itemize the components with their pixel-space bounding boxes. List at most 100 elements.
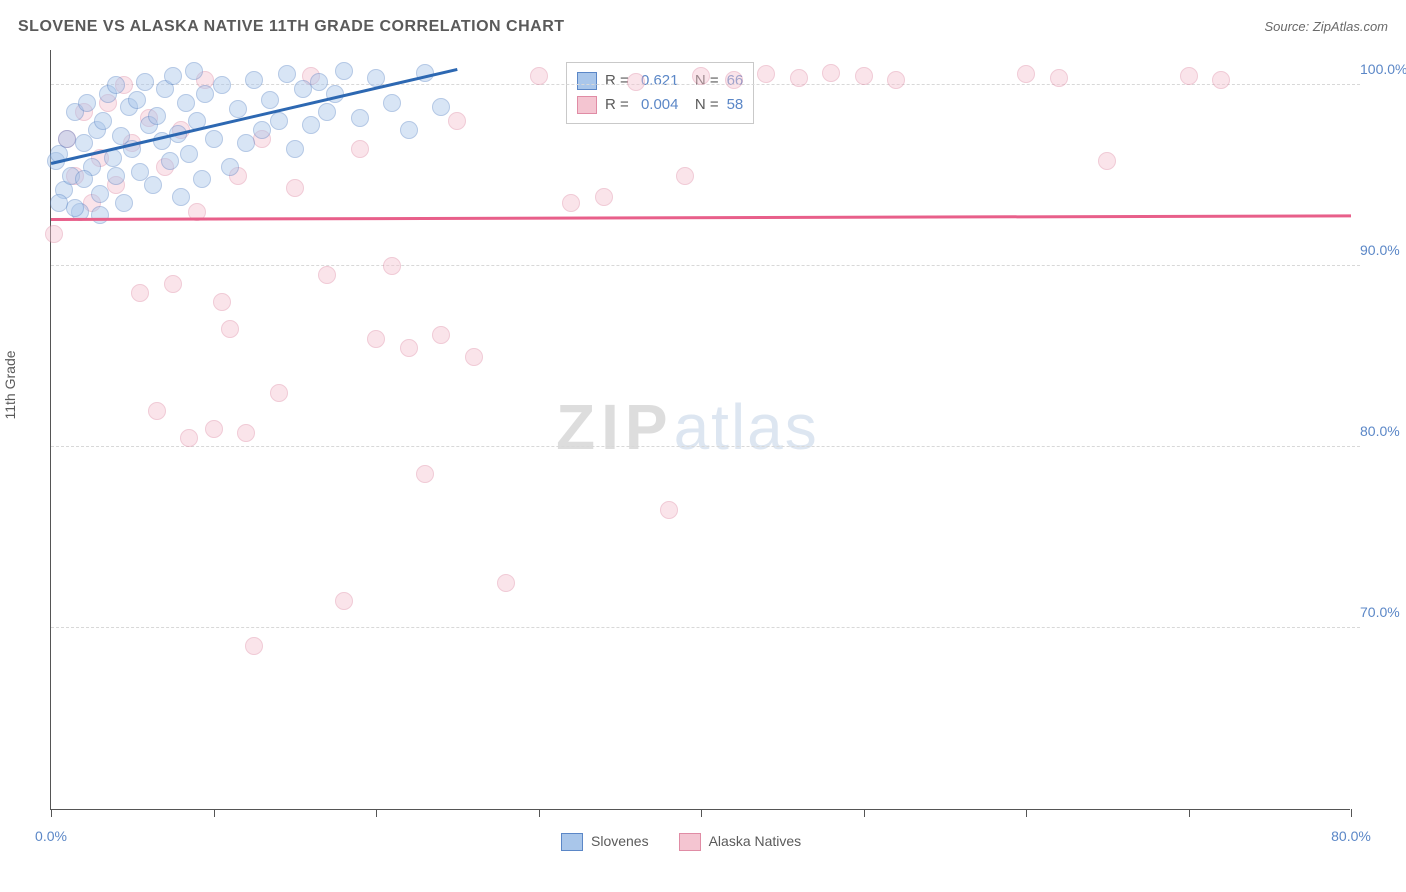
scatter-point-alaska bbox=[676, 167, 694, 185]
series-legend: Slovenes Alaska Natives bbox=[561, 833, 801, 851]
scatter-point-alaska bbox=[448, 112, 466, 130]
legend-label-slovenes: Slovenes bbox=[591, 833, 649, 849]
scatter-point-slovenes bbox=[261, 91, 279, 109]
scatter-point-slovenes bbox=[161, 152, 179, 170]
x-tick bbox=[1189, 809, 1190, 817]
stats-row: R = 0.621 N = 66 bbox=[577, 69, 743, 93]
scatter-point-alaska bbox=[1098, 152, 1116, 170]
scatter-point-alaska bbox=[497, 574, 515, 592]
scatter-point-alaska bbox=[335, 592, 353, 610]
legend-item: Alaska Natives bbox=[679, 833, 802, 851]
scatter-point-alaska bbox=[351, 140, 369, 158]
legend-swatch-alaska bbox=[679, 833, 701, 851]
scatter-point-slovenes bbox=[278, 65, 296, 83]
x-tick bbox=[701, 809, 702, 817]
source-attribution: Source: ZipAtlas.com bbox=[1264, 19, 1388, 34]
scatter-point-slovenes bbox=[50, 194, 68, 212]
scatter-point-alaska bbox=[367, 330, 385, 348]
scatter-point-slovenes bbox=[318, 103, 336, 121]
legend-label-alaska: Alaska Natives bbox=[709, 833, 802, 849]
scatter-point-slovenes bbox=[148, 107, 166, 125]
r-value-alaska: 0.004 bbox=[641, 93, 679, 117]
scatter-point-alaska bbox=[1212, 71, 1230, 89]
scatter-point-alaska bbox=[45, 225, 63, 243]
scatter-point-alaska bbox=[383, 257, 401, 275]
scatter-point-slovenes bbox=[172, 188, 190, 206]
scatter-point-alaska bbox=[131, 284, 149, 302]
scatter-point-slovenes bbox=[193, 170, 211, 188]
scatter-point-alaska bbox=[286, 179, 304, 197]
correlation-stats-box: R = 0.621 N = 66 R = 0.004 N = 58 bbox=[566, 62, 754, 124]
scatter-point-slovenes bbox=[185, 62, 203, 80]
scatter-point-slovenes bbox=[237, 134, 255, 152]
x-tick-label: 80.0% bbox=[1331, 828, 1371, 844]
scatter-point-alaska bbox=[530, 67, 548, 85]
scatter-point-slovenes bbox=[75, 170, 93, 188]
stat-label: R = bbox=[605, 93, 633, 117]
scatter-point-slovenes bbox=[91, 185, 109, 203]
scatter-point-slovenes bbox=[115, 194, 133, 212]
x-tick bbox=[539, 809, 540, 817]
scatter-point-slovenes bbox=[94, 112, 112, 130]
watermark-part2: atlas bbox=[674, 391, 819, 463]
scatter-point-slovenes bbox=[78, 94, 96, 112]
y-tick-label: 70.0% bbox=[1360, 604, 1406, 620]
scatter-point-slovenes bbox=[177, 94, 195, 112]
scatter-point-alaska bbox=[822, 64, 840, 82]
scatter-point-slovenes bbox=[351, 109, 369, 127]
scatter-point-slovenes bbox=[58, 130, 76, 148]
watermark-part1: ZIP bbox=[556, 391, 674, 463]
y-tick-label: 100.0% bbox=[1360, 61, 1406, 77]
x-tick-label: 0.0% bbox=[35, 828, 67, 844]
scatter-point-slovenes bbox=[335, 62, 353, 80]
scatter-point-slovenes bbox=[253, 121, 271, 139]
scatter-point-slovenes bbox=[245, 71, 263, 89]
scatter-point-alaska bbox=[432, 326, 450, 344]
x-tick bbox=[1351, 809, 1352, 817]
scatter-point-slovenes bbox=[144, 176, 162, 194]
r-value-slovenes: 0.621 bbox=[641, 69, 679, 93]
trend-line-alaska bbox=[51, 215, 1351, 221]
scatter-point-alaska bbox=[1050, 69, 1068, 87]
scatter-point-alaska bbox=[855, 67, 873, 85]
legend-swatch-slovenes bbox=[561, 833, 583, 851]
scatter-point-alaska bbox=[595, 188, 613, 206]
scatter-point-alaska bbox=[1180, 67, 1198, 85]
scatter-point-alaska bbox=[692, 67, 710, 85]
scatter-point-slovenes bbox=[180, 145, 198, 163]
scatter-point-slovenes bbox=[229, 100, 247, 118]
scatter-point-slovenes bbox=[107, 76, 125, 94]
scatter-point-alaska bbox=[221, 320, 239, 338]
scatter-point-slovenes bbox=[196, 85, 214, 103]
scatter-point-slovenes bbox=[400, 121, 418, 139]
grid-line bbox=[51, 627, 1360, 628]
x-tick bbox=[51, 809, 52, 817]
y-tick-label: 90.0% bbox=[1360, 242, 1406, 258]
scatter-point-alaska bbox=[400, 339, 418, 357]
scatter-point-alaska bbox=[270, 384, 288, 402]
scatter-point-alaska bbox=[416, 465, 434, 483]
grid-line bbox=[51, 265, 1360, 266]
scatter-point-slovenes bbox=[221, 158, 239, 176]
scatter-point-slovenes bbox=[164, 67, 182, 85]
chart-title: SLOVENE VS ALASKA NATIVE 11TH GRADE CORR… bbox=[18, 18, 565, 36]
scatter-point-slovenes bbox=[302, 116, 320, 134]
scatter-point-slovenes bbox=[432, 98, 450, 116]
watermark: ZIPatlas bbox=[556, 390, 819, 464]
swatch-alaska bbox=[577, 96, 597, 114]
scatter-point-slovenes bbox=[270, 112, 288, 130]
stats-row: R = 0.004 N = 58 bbox=[577, 93, 743, 117]
scatter-point-slovenes bbox=[136, 73, 154, 91]
scatter-point-alaska bbox=[318, 266, 336, 284]
scatter-point-alaska bbox=[660, 501, 678, 519]
scatter-point-alaska bbox=[562, 194, 580, 212]
scatter-point-slovenes bbox=[310, 73, 328, 91]
scatter-point-alaska bbox=[757, 65, 775, 83]
stat-label: N = bbox=[686, 93, 718, 117]
scatter-point-alaska bbox=[180, 429, 198, 447]
header-bar: SLOVENE VS ALASKA NATIVE 11TH GRADE CORR… bbox=[18, 18, 1388, 36]
scatter-point-slovenes bbox=[294, 80, 312, 98]
scatter-plot-area: ZIPatlas R = 0.621 N = 66 R = 0.004 N = … bbox=[50, 50, 1350, 810]
scatter-point-slovenes bbox=[213, 76, 231, 94]
y-tick-label: 80.0% bbox=[1360, 423, 1406, 439]
